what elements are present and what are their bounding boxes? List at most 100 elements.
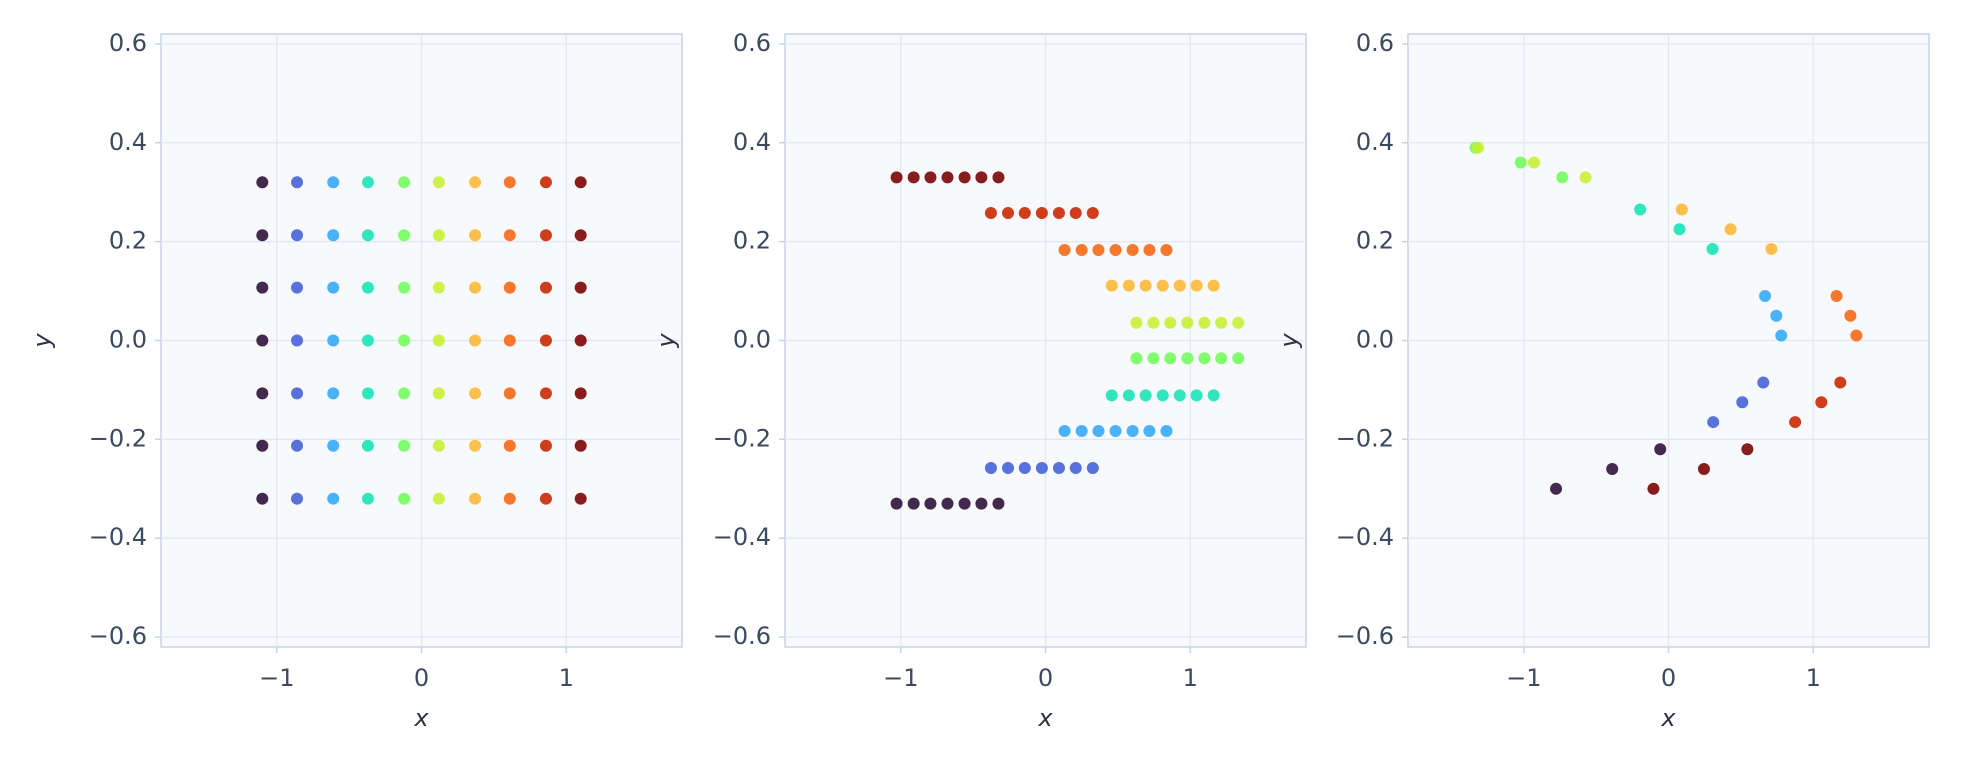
point bbox=[398, 492, 411, 505]
point bbox=[1190, 389, 1203, 402]
point bbox=[1139, 389, 1152, 402]
point bbox=[1002, 462, 1015, 475]
point bbox=[1647, 482, 1660, 495]
point bbox=[291, 439, 304, 452]
point bbox=[291, 387, 304, 400]
point bbox=[432, 387, 445, 400]
point bbox=[361, 492, 374, 505]
point bbox=[398, 439, 411, 452]
point bbox=[1069, 462, 1082, 475]
point bbox=[1164, 352, 1177, 365]
point bbox=[1706, 243, 1719, 256]
point bbox=[1126, 424, 1139, 437]
point bbox=[1606, 463, 1619, 476]
point bbox=[907, 497, 920, 510]
point bbox=[958, 497, 971, 510]
point bbox=[1181, 316, 1194, 329]
point bbox=[398, 334, 411, 347]
point bbox=[256, 229, 269, 242]
y-tick-label: −0.6 bbox=[89, 622, 147, 650]
point bbox=[1109, 244, 1122, 257]
point bbox=[1232, 316, 1245, 329]
point bbox=[432, 176, 445, 189]
point bbox=[1105, 389, 1118, 402]
x-tick-label: 1 bbox=[1183, 664, 1198, 692]
point bbox=[469, 439, 482, 452]
point bbox=[1160, 244, 1173, 257]
panel: −1 0 1 −0.6 −0.4 −0.2 0.0 0.2 0.4 0.6 x y bbox=[652, 29, 1307, 732]
point bbox=[1086, 206, 1099, 219]
point bbox=[1105, 279, 1118, 292]
panel: −1 0 1 −0.6 −0.4 −0.2 0.0 0.2 0.4 0.6 x y bbox=[1275, 29, 1930, 732]
point bbox=[1143, 244, 1156, 257]
point bbox=[924, 171, 937, 184]
point bbox=[1765, 243, 1778, 256]
point bbox=[1514, 156, 1527, 169]
point bbox=[469, 281, 482, 294]
point bbox=[432, 492, 445, 505]
point bbox=[1215, 352, 1228, 365]
point bbox=[291, 281, 304, 294]
panel: −1 0 1 −0.6 −0.4 −0.2 0.0 0.2 0.4 0.6 x y bbox=[28, 29, 683, 732]
point bbox=[1126, 244, 1139, 257]
point bbox=[539, 492, 552, 505]
point bbox=[1844, 309, 1857, 322]
y-tick-label: −0.4 bbox=[1336, 523, 1394, 551]
point bbox=[256, 492, 269, 505]
x-tick-label: −1 bbox=[883, 664, 918, 692]
point bbox=[432, 281, 445, 294]
y-tick-label: 0.4 bbox=[733, 128, 771, 156]
point bbox=[1724, 223, 1737, 236]
point bbox=[958, 171, 971, 184]
point bbox=[432, 229, 445, 242]
x-tick-label: −1 bbox=[1506, 664, 1541, 692]
point bbox=[890, 497, 903, 510]
y-axis-label: y bbox=[652, 333, 680, 349]
point bbox=[539, 281, 552, 294]
point bbox=[539, 229, 552, 242]
point bbox=[503, 492, 516, 505]
point bbox=[503, 387, 516, 400]
x-axis-label: x bbox=[413, 704, 429, 732]
point bbox=[469, 176, 482, 189]
point bbox=[327, 492, 340, 505]
point bbox=[469, 334, 482, 347]
point bbox=[1164, 316, 1177, 329]
point bbox=[361, 229, 374, 242]
y-tick-label: 0.2 bbox=[1356, 227, 1394, 255]
y-tick-label: 0.0 bbox=[109, 326, 147, 354]
y-tick-label: −0.2 bbox=[713, 424, 771, 452]
point bbox=[1789, 416, 1802, 429]
point bbox=[327, 229, 340, 242]
point bbox=[1139, 279, 1152, 292]
point bbox=[327, 334, 340, 347]
point bbox=[1147, 316, 1160, 329]
point bbox=[1156, 389, 1169, 402]
point bbox=[1775, 329, 1788, 342]
point bbox=[291, 492, 304, 505]
point bbox=[1181, 352, 1194, 365]
point bbox=[1528, 156, 1541, 169]
y-tick-label: 0.2 bbox=[109, 227, 147, 255]
x-axis-label: x bbox=[1037, 704, 1053, 732]
point bbox=[1092, 244, 1105, 257]
y-tick-label: 0.2 bbox=[733, 227, 771, 255]
point bbox=[256, 387, 269, 400]
point bbox=[1130, 316, 1143, 329]
y-tick-label: 0.0 bbox=[1356, 326, 1394, 354]
point bbox=[574, 281, 587, 294]
point bbox=[1173, 389, 1186, 402]
point bbox=[327, 387, 340, 400]
point bbox=[1757, 376, 1770, 389]
y-tick-label: −0.6 bbox=[713, 622, 771, 650]
y-tick-label: −0.6 bbox=[1336, 622, 1394, 650]
point bbox=[1207, 279, 1220, 292]
point bbox=[539, 387, 552, 400]
point bbox=[1232, 352, 1245, 365]
y-axis-label: y bbox=[1275, 333, 1303, 349]
point bbox=[1035, 206, 1048, 219]
point bbox=[1035, 462, 1048, 475]
point bbox=[291, 176, 304, 189]
point bbox=[1052, 206, 1065, 219]
